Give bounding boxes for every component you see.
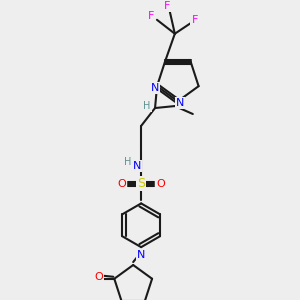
Text: F: F [164, 1, 170, 11]
Text: H: H [143, 101, 151, 111]
Text: F: F [191, 15, 198, 25]
Text: O: O [94, 272, 103, 282]
Text: S: S [137, 177, 145, 190]
Text: O: O [157, 178, 165, 188]
Text: O: O [117, 178, 126, 188]
Text: N: N [176, 98, 184, 108]
Text: N: N [151, 83, 159, 93]
Text: N: N [137, 250, 145, 260]
Text: N: N [133, 161, 141, 171]
Text: F: F [148, 11, 154, 21]
Text: H: H [124, 157, 131, 167]
